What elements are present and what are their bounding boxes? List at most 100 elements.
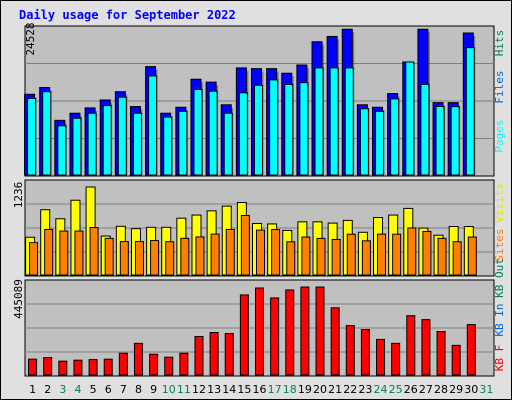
bar-bottom-kbf-15 xyxy=(239,294,249,376)
x-tick-label-1: 1 xyxy=(29,383,36,396)
bar-bottom-kbf-30 xyxy=(466,324,476,376)
panel-middle xyxy=(24,179,495,277)
bar-bottom-kbf-21 xyxy=(330,307,340,376)
legend-middle: Sites Visits xyxy=(493,183,506,261)
bar-bottom-kbf-2 xyxy=(43,357,53,376)
bar-middle-sites-10 xyxy=(165,241,175,276)
bar-top-pages-22 xyxy=(344,67,354,176)
bar-top-pages-25 xyxy=(390,98,400,176)
legend-top-files: Files xyxy=(493,70,506,103)
bar-middle-sites-2 xyxy=(44,229,54,276)
bar-top-pages-29 xyxy=(450,106,460,176)
bar-middle-sites-24 xyxy=(377,233,387,276)
x-tick-label-5: 5 xyxy=(90,383,97,396)
bar-bottom-kbf-25 xyxy=(391,342,401,376)
bar-bottom-kbf-27 xyxy=(421,319,431,376)
bar-middle-sites-3 xyxy=(59,230,69,276)
bar-bottom-kbf-23 xyxy=(360,329,370,376)
bar-middle-sites-20 xyxy=(316,237,326,276)
legend-bottom: KB F KB In KB Out xyxy=(493,258,506,371)
bar-bottom-kbf-13 xyxy=(209,331,219,376)
chart-panels xyxy=(24,25,495,377)
x-tick-labels: 1 2 3 4 5 6 7 8 9 10 11 12 13 14 15 16 17 18 19 20 21 22 23 24 2… xyxy=(29,383,493,396)
bar-bottom-kbf-17 xyxy=(270,297,280,376)
bar-top-pages-26 xyxy=(405,61,415,176)
chart-title: Daily usage for September 2022 xyxy=(19,8,236,22)
bar-top-pages-23 xyxy=(359,108,369,176)
legend-top: Pages Files Hits xyxy=(493,30,506,153)
bar-middle-sites-25 xyxy=(392,233,402,276)
x-tick-label-25: 25 xyxy=(389,383,403,396)
bar-top-pages-12 xyxy=(193,88,203,176)
bar-top-pages-4 xyxy=(72,117,82,176)
bar-middle-sites-23 xyxy=(361,240,371,276)
x-tick-label-31: 31 xyxy=(479,383,493,396)
bar-top-pages-27 xyxy=(420,83,430,176)
x-tick-label-30: 30 xyxy=(464,383,478,396)
bar-middle-sites-22 xyxy=(346,233,356,276)
bar-bottom-kbf-20 xyxy=(315,286,325,376)
bar-bottom-kbf-5 xyxy=(88,359,98,376)
bar-top-pages-7 xyxy=(117,96,127,176)
bar-middle-sites-1 xyxy=(29,242,39,276)
bar-middle-sites-6 xyxy=(104,237,114,276)
legend-top-pages: Pages xyxy=(493,119,506,152)
bar-middle-sites-4 xyxy=(74,230,84,276)
bar-middle-sites-26 xyxy=(407,227,417,276)
bar-bottom-kbf-6 xyxy=(103,358,113,376)
bar-middle-sites-11 xyxy=(180,237,190,276)
x-tick-label-16: 16 xyxy=(253,383,267,396)
bar-bottom-kbf-9 xyxy=(149,353,159,376)
bar-top-pages-30 xyxy=(465,47,475,176)
bar-middle-sites-28 xyxy=(437,237,447,276)
bar-top-pages-3 xyxy=(57,125,67,176)
bar-bottom-kbf-22 xyxy=(345,325,355,376)
bar-middle-sites-17 xyxy=(271,229,281,276)
x-tick-label-20: 20 xyxy=(313,383,327,396)
x-tick-label-4: 4 xyxy=(74,383,81,396)
bar-bottom-kbf-1 xyxy=(28,358,38,376)
bar-top-pages-16 xyxy=(254,84,263,176)
bar-top-pages-20 xyxy=(314,67,324,176)
x-tick-label-12: 12 xyxy=(192,383,206,396)
bar-middle-sites-9 xyxy=(150,239,160,276)
bar-middle-sites-19 xyxy=(301,236,311,276)
bar-top-pages-8 xyxy=(132,112,142,176)
bar-bottom-kbf-3 xyxy=(58,360,68,376)
bar-top-pages-24 xyxy=(375,110,385,176)
bar-top-pages-18 xyxy=(284,83,294,176)
bar-middle-sites-5 xyxy=(89,227,99,276)
bar-bottom-kbf-19 xyxy=(300,286,310,376)
bar-bottom-kbf-29 xyxy=(451,344,461,376)
bar-middle-sites-8 xyxy=(134,241,144,276)
x-tick-label-9: 9 xyxy=(150,383,157,396)
bar-middle-sites-18 xyxy=(286,241,296,276)
x-tick-label-29: 29 xyxy=(449,383,463,396)
bar-bottom-kbf-16 xyxy=(255,287,264,376)
bar-bottom-kbf-12 xyxy=(194,335,204,376)
top-max-label: 24528 xyxy=(24,22,37,55)
bar-top-pages-19 xyxy=(299,82,309,176)
x-tick-label-7: 7 xyxy=(120,383,127,396)
legend-top-hits: Hits xyxy=(493,30,506,57)
x-tick-label-2: 2 xyxy=(44,383,51,396)
bar-top-pages-28 xyxy=(435,106,445,176)
bar-bottom-kbf-8 xyxy=(133,342,143,376)
x-tick-label-15: 15 xyxy=(237,383,251,396)
bottom-max-label: 445089 xyxy=(12,279,25,319)
x-tick-label-10: 10 xyxy=(162,383,176,396)
bar-top-pages-1 xyxy=(27,97,37,176)
panel-bottom xyxy=(24,279,495,377)
x-tick-label-24: 24 xyxy=(374,383,388,396)
x-tick-label-11: 11 xyxy=(177,383,191,396)
bar-middle-sites-29 xyxy=(452,241,462,276)
x-tick-label-26: 26 xyxy=(404,383,418,396)
bar-middle-sites-12 xyxy=(195,236,205,276)
bar-middle-sites-15 xyxy=(240,214,250,276)
bar-top-pages-15 xyxy=(238,92,248,176)
legend-middle-sites: Sites xyxy=(493,228,506,261)
bar-middle-sites-7 xyxy=(119,241,129,276)
bar-top-pages-6 xyxy=(102,105,112,176)
bar-middle-sites-30 xyxy=(467,236,477,276)
